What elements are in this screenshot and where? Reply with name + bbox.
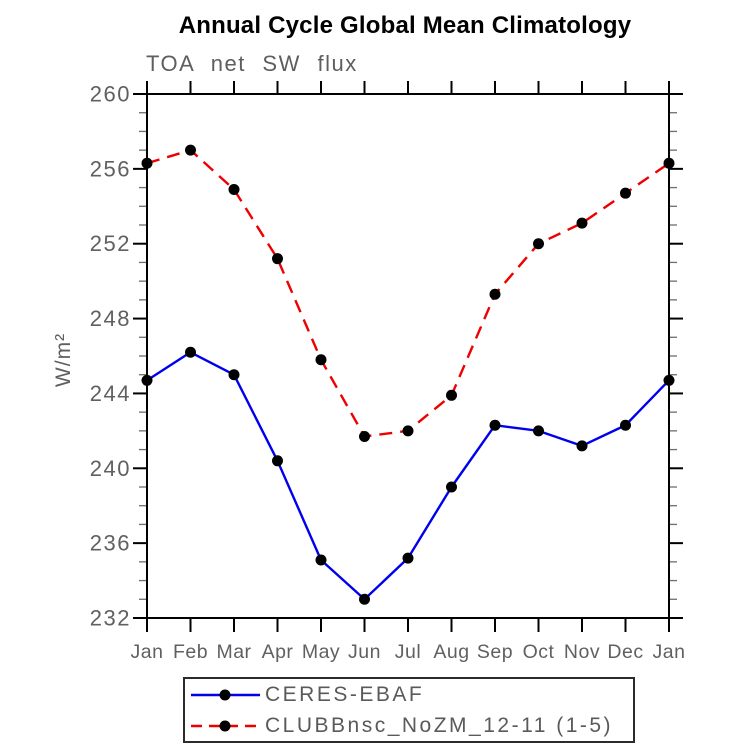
data-point — [228, 183, 240, 195]
x-tick-label: May — [302, 641, 340, 663]
x-tick-label: Sep — [477, 641, 513, 663]
data-point — [576, 440, 588, 452]
x-tick-label: Mar — [216, 641, 251, 663]
data-point — [315, 354, 327, 366]
chart-subtitle: TOA net SW flux — [146, 51, 358, 76]
data-point — [185, 144, 196, 156]
data-point — [315, 554, 327, 566]
data-point — [185, 346, 196, 358]
legend: CERES-EBAF CLUBBnsc_NoZM_12-11 (1-5) — [183, 677, 635, 743]
x-tick-label: Feb — [173, 641, 208, 663]
y-tick-label: 232 — [90, 606, 131, 631]
data-point — [620, 187, 631, 199]
data-point — [141, 374, 153, 386]
x-tick-label: Aug — [433, 641, 469, 663]
plot-frame — [146, 93, 670, 619]
data-point — [141, 157, 153, 169]
x-tick-label: Dec — [607, 641, 643, 663]
x-tick-label: Jun — [348, 641, 381, 663]
series-line-1 — [146, 148, 670, 438]
legend-marker-dashed-line-icon — [191, 720, 260, 731]
x-tick-label: Jan — [131, 641, 164, 663]
chart-title: Annual Cycle Global Mean Climatology — [178, 12, 632, 39]
y-tick-label: 236 — [90, 531, 131, 556]
data-point — [402, 425, 414, 437]
x-tick-label: Nov — [564, 641, 600, 663]
data-point — [272, 455, 283, 467]
x-tick-label: Jul — [395, 641, 421, 663]
data-point — [359, 593, 370, 605]
legend-label-clubbnsc: CLUBBnsc_NoZM_12-11 (1-5) — [265, 713, 614, 737]
data-point — [489, 419, 501, 431]
data-point — [533, 425, 544, 437]
data-point — [228, 369, 240, 381]
data-point — [663, 157, 675, 169]
data-point — [446, 389, 457, 401]
y-tick-label: 248 — [90, 306, 131, 331]
legend-marker-solid-line-icon — [191, 689, 260, 700]
x-tick-label: Oct — [523, 641, 555, 663]
x-tick-label: Jan — [653, 641, 686, 663]
legend-row-clubbnsc: CLUBBnsc_NoZM_12-11 (1-5) — [185, 710, 633, 741]
data-point — [576, 217, 588, 229]
data-point — [359, 430, 370, 442]
y-tick-label: 252 — [90, 231, 131, 256]
data-point — [446, 481, 457, 493]
data-point — [620, 419, 631, 431]
data-point — [663, 374, 675, 386]
x-tick-label: Apr — [262, 641, 294, 663]
y-tick-label: 240 — [90, 456, 131, 481]
data-point — [402, 552, 414, 564]
y-tick-label: 244 — [90, 381, 131, 406]
data-point — [272, 253, 283, 265]
data-point — [533, 238, 544, 250]
legend-label-ceres-ebaf: CERES-EBAF — [265, 682, 425, 706]
data-point — [489, 288, 501, 300]
y-tick-label: 260 — [90, 82, 131, 107]
legend-row-ceres-ebaf: CERES-EBAF — [185, 679, 633, 710]
y-tick-label: 256 — [90, 156, 131, 181]
